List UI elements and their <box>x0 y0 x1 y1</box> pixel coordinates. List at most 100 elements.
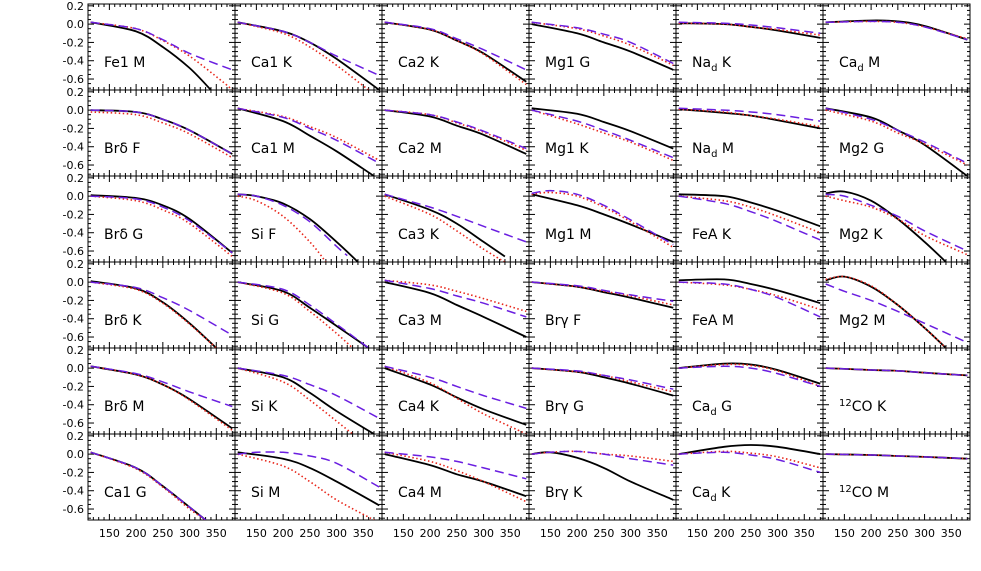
panel-curves <box>531 21 674 71</box>
x-tick-label: 150 <box>834 527 855 540</box>
curve-dashed <box>384 193 527 243</box>
curve-dotted <box>90 281 217 348</box>
curve-dotted <box>384 279 527 313</box>
x-tick-label: 200 <box>126 527 147 540</box>
panel-frame <box>528 89 677 177</box>
panel-curves <box>384 109 527 155</box>
y-tick-label: 0.0 <box>67 18 85 31</box>
curve-dashed <box>90 281 233 336</box>
x-tick-label: 200 <box>273 527 294 540</box>
x-tick-label: 350 <box>647 527 668 540</box>
panel-label: Cad M <box>839 55 880 74</box>
y-tick-label: -0.6 <box>63 159 84 172</box>
y-tick-label: 0.2 <box>67 0 85 13</box>
y-tick-label: -0.6 <box>63 331 84 344</box>
curve-dashed <box>825 20 968 41</box>
x-tick-label: 150 <box>99 527 120 540</box>
x-tick-label: 250 <box>740 527 761 540</box>
panel-10: Mg1 K <box>528 89 677 177</box>
panel-3: Ca2 K <box>381 3 530 91</box>
curve-dashed <box>384 365 527 410</box>
panel-curves <box>825 19 968 41</box>
panel-label: Ca2 M <box>398 141 442 157</box>
curve-dotted <box>531 191 674 249</box>
panel-frame <box>381 89 530 177</box>
y-tick-label: -0.4 <box>63 399 84 412</box>
y-tick-label: -0.2 <box>63 36 84 49</box>
panel-33: Ca4 M <box>381 433 530 521</box>
panel-label: Mg1 M <box>545 227 591 243</box>
panel-19: Brδ K <box>87 261 236 349</box>
curve-solid <box>678 278 821 305</box>
curve-solid <box>237 367 375 434</box>
panel-curves <box>90 109 233 159</box>
curve-solid <box>825 190 947 262</box>
panel-31: Ca1 G <box>87 433 236 521</box>
panel-frame <box>87 261 236 349</box>
panel-26: Si K <box>234 347 383 435</box>
x-tick-label: 250 <box>887 527 908 540</box>
panel-label: Ca4 M <box>398 485 442 501</box>
panel-label: Mg2 G <box>839 141 884 157</box>
panel-22: Brγ F <box>528 261 677 349</box>
panel-curves <box>678 444 821 474</box>
x-tick-label: 150 <box>393 527 414 540</box>
curve-dotted <box>678 363 821 388</box>
curve-dashed <box>237 451 380 488</box>
panel-label: Mg2 K <box>839 227 883 243</box>
curve-dotted <box>678 195 821 234</box>
x-tick-label: 250 <box>152 527 173 540</box>
panel-curves <box>90 194 233 258</box>
panel-label: Brγ K <box>545 485 583 501</box>
curve-dotted <box>90 111 233 159</box>
panel-frame <box>528 175 677 263</box>
panel-frame <box>822 89 971 177</box>
curve-solid <box>384 109 527 155</box>
panel-label: Ca1 K <box>251 55 293 71</box>
y-tick-label: 0.0 <box>67 448 85 461</box>
curve-dashed <box>531 189 674 246</box>
curve-dashed <box>825 367 968 377</box>
panel-label: 12CO K <box>839 398 887 415</box>
panel-32: Si M <box>234 433 383 521</box>
panel-frame <box>87 89 236 177</box>
panel-29: Cad G <box>675 347 824 435</box>
curve-solid <box>531 281 674 309</box>
y-tick-label: 0.0 <box>67 190 85 203</box>
y-tick-label: -0.4 <box>63 55 84 68</box>
x-tick-label: 300 <box>473 527 494 540</box>
curve-dashed <box>90 109 233 155</box>
x-tick-label: 150 <box>540 527 561 540</box>
panel-curves <box>384 365 527 434</box>
panel-curves <box>237 367 380 434</box>
panel-frame <box>528 3 677 91</box>
curve-dashed <box>825 283 968 344</box>
curve-dashed <box>531 109 674 159</box>
curve-solid <box>678 444 821 455</box>
y-tick-label: 0.2 <box>67 86 85 99</box>
panel-2: Ca1 K <box>234 3 383 91</box>
curve-solid <box>90 21 212 90</box>
panel-curves <box>678 193 821 241</box>
panel-16: Mg1 M <box>528 175 677 263</box>
panel-label: Si F <box>251 227 276 243</box>
panel-25: Brδ M <box>87 347 236 435</box>
x-tick-label: 300 <box>620 527 641 540</box>
panel-curves <box>825 107 968 176</box>
panel-9: Ca2 M <box>381 89 530 177</box>
panel-label: Brγ G <box>545 399 584 415</box>
y-tick-label: -0.6 <box>63 245 84 258</box>
panel-frame <box>87 433 236 521</box>
y-tick-label: 0.0 <box>67 276 85 289</box>
x-tick-label: 350 <box>206 527 227 540</box>
curve-solid <box>384 193 506 258</box>
y-tick-label: -0.2 <box>63 380 84 393</box>
curve-dashed <box>237 367 380 420</box>
curve-dotted <box>825 195 968 256</box>
x-tick-label: 150 <box>687 527 708 540</box>
panel-21: Ca3 M <box>381 261 530 349</box>
x-tick-label: 300 <box>914 527 935 540</box>
curve-solid <box>531 107 674 150</box>
panel-label: Nad M <box>692 141 734 160</box>
curve-solid <box>825 19 968 41</box>
